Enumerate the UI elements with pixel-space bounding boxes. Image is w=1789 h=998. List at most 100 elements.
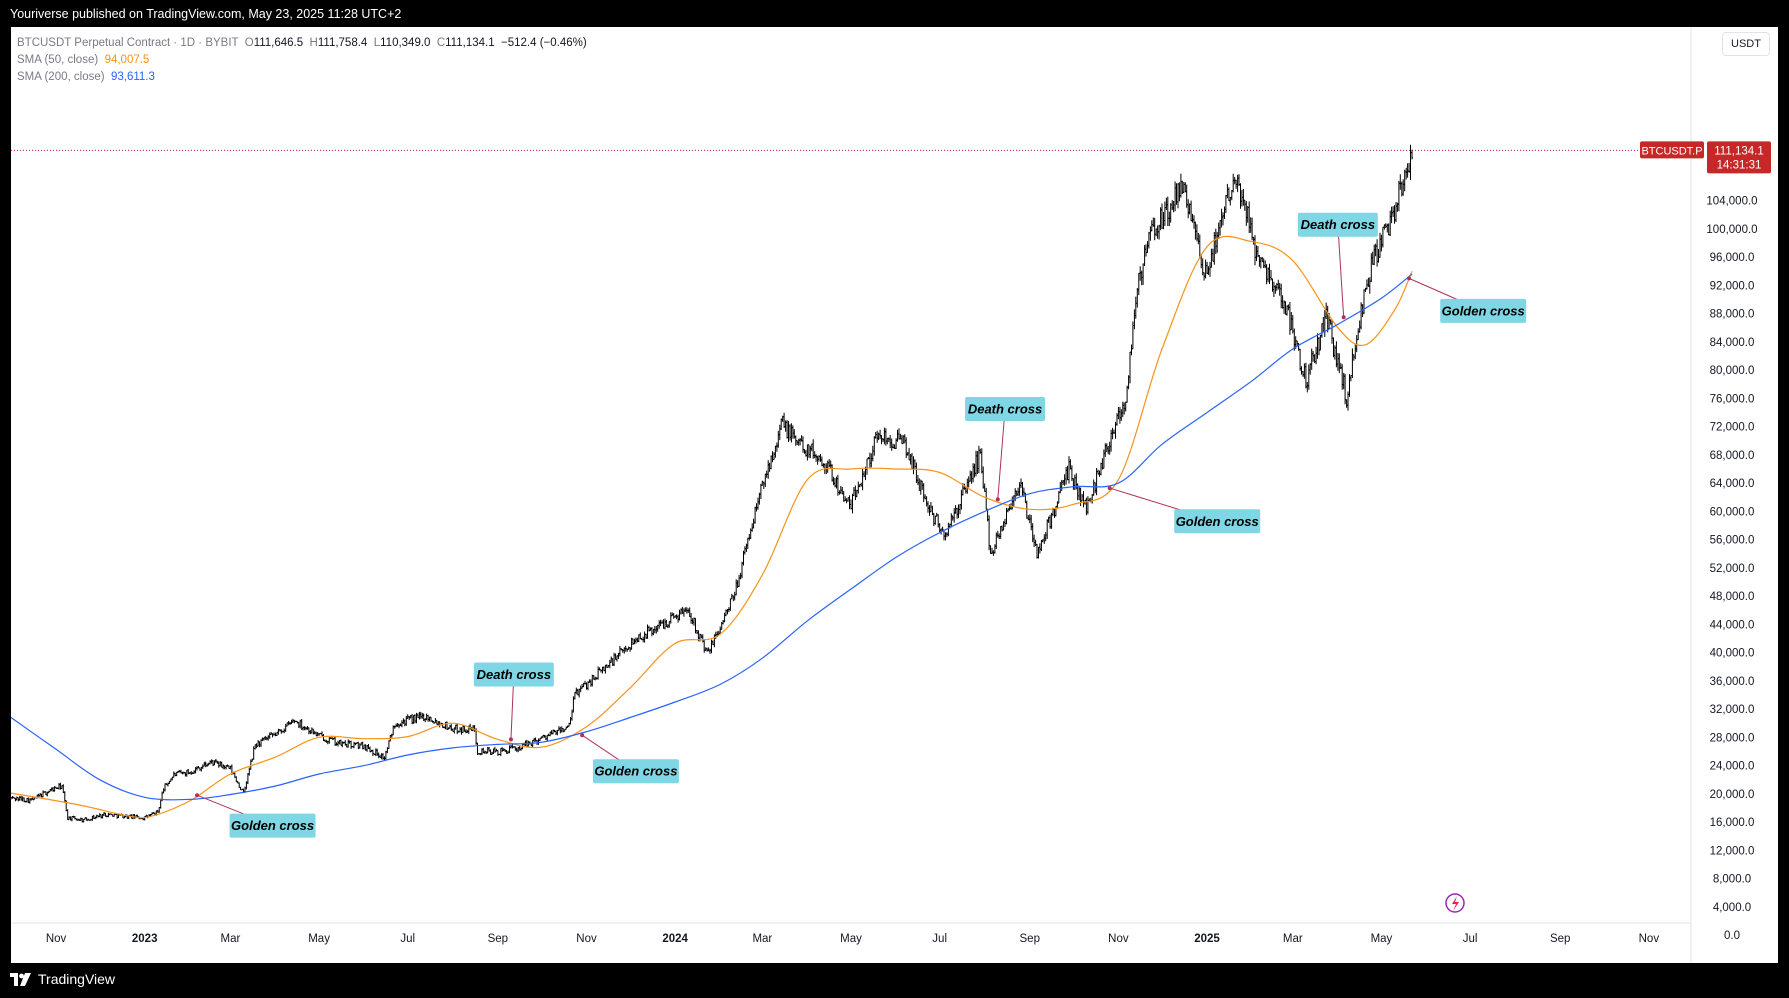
y-tick-label: 80,000.0 bbox=[1710, 365, 1755, 377]
x-tick-label: May bbox=[1371, 933, 1393, 945]
annotation-callout: Golden cross bbox=[195, 793, 316, 838]
y-tick-label: 52,000.0 bbox=[1710, 563, 1755, 575]
legend-sma200-value: 93,611.3 bbox=[110, 71, 155, 83]
legend-change: −512.4 (−0.46%) bbox=[501, 37, 587, 49]
chart-background bbox=[11, 27, 1778, 963]
y-tick-label: 40,000.0 bbox=[1710, 648, 1755, 660]
y-tick-label: 8,000.0 bbox=[1713, 874, 1751, 886]
sma-200-line bbox=[10, 273, 1413, 801]
tradingview-logo[interactable]: TradingView bbox=[10, 971, 115, 987]
x-tick-label: May bbox=[308, 933, 330, 945]
ohlc-bar bbox=[1411, 149, 1413, 160]
annotation-callout: Death cross bbox=[965, 397, 1046, 502]
annotation-dot bbox=[580, 733, 585, 738]
annotation-dot bbox=[1107, 486, 1112, 491]
legend-ohlc-row: BTCUSDT Perpetual Contract · 1D · BYBIT … bbox=[17, 35, 587, 52]
chart-legend: BTCUSDT Perpetual Contract · 1D · BYBIT … bbox=[17, 35, 587, 86]
y-tick-label: 84,000.0 bbox=[1710, 337, 1755, 349]
x-tick-label: Jul bbox=[400, 933, 415, 945]
annotation-box bbox=[1174, 509, 1261, 534]
y-tick-label: 100,000.0 bbox=[1706, 224, 1757, 236]
currency-button[interactable]: USDT bbox=[1722, 32, 1770, 56]
annotation-leader bbox=[1337, 224, 1345, 318]
y-tick-label: 28,000.0 bbox=[1710, 732, 1755, 744]
sma-50-line bbox=[10, 235, 1413, 819]
annotation-dot bbox=[508, 737, 513, 742]
legend-sma200-label: SMA (200, close) bbox=[17, 71, 105, 83]
symbol-tag-label: BTCUSDT.P bbox=[1641, 145, 1702, 157]
time-scale: Nov 2023 Mar May Jul Sep Nov 2024 Mar May Jul Sep No… bbox=[46, 933, 1660, 945]
x-tick-label: Sep bbox=[488, 933, 508, 945]
y-tick-label: 20,000.0 bbox=[1710, 789, 1755, 801]
legend-sma50-label: SMA (50, close) bbox=[17, 54, 99, 66]
x-tick-label: Nov bbox=[1108, 933, 1129, 945]
annotation-leader bbox=[997, 408, 1006, 500]
annotation-dot bbox=[1341, 315, 1346, 320]
annotation-dot bbox=[1407, 276, 1412, 281]
annotation-box bbox=[473, 662, 554, 687]
y-tick-label: 92,000.0 bbox=[1710, 280, 1755, 292]
legend-open-label: O bbox=[244, 37, 254, 49]
y-tick-label: 68,000.0 bbox=[1710, 450, 1755, 462]
x-tick-label: Mar bbox=[1283, 933, 1303, 945]
price-tag: BTCUSDT.P 111,134.1 14:31:31 bbox=[1640, 141, 1771, 174]
y-tick-label: 60,000.0 bbox=[1710, 506, 1755, 518]
annotation-box bbox=[965, 397, 1046, 422]
legend-close: 111,134.1 bbox=[445, 37, 495, 49]
x-tick-label: Nov bbox=[1639, 933, 1660, 945]
annotation-label: Golden cross bbox=[1176, 514, 1259, 529]
x-tick-label: 2023 bbox=[132, 933, 158, 945]
annotation-label: Golden cross bbox=[231, 818, 314, 833]
bar-countdown-label: 14:31:31 bbox=[1717, 159, 1762, 171]
y-tick-label: 32,000.0 bbox=[1710, 704, 1755, 716]
x-tick-label: Sep bbox=[1550, 933, 1570, 945]
annotations: Golden cross Death cross Golden cross Death… bbox=[195, 212, 1527, 838]
legend-sma50-row[interactable]: SMA (50, close) 94,007.5 bbox=[17, 52, 587, 69]
y-tick-label: 64,000.0 bbox=[1710, 478, 1755, 490]
legend-high: 111,758.4 bbox=[317, 37, 368, 49]
y-tick-label: 76,000.0 bbox=[1710, 393, 1755, 405]
price-scale: 0.0 4,000.0 8,000.0 12,000.0 16,000.0 20,000.… bbox=[1706, 196, 1757, 942]
publish-header: Youriverse published on TradingView.com,… bbox=[0, 0, 1789, 27]
y-tick-label: 72,000.0 bbox=[1710, 422, 1755, 434]
x-tick-label: 2024 bbox=[662, 933, 688, 945]
annotation-callout: Death cross bbox=[473, 662, 554, 742]
ohlc-bars bbox=[10, 144, 1413, 823]
annotation-box bbox=[229, 813, 316, 838]
x-tick-label: Jul bbox=[932, 933, 947, 945]
annotation-label: Death cross bbox=[477, 667, 551, 682]
legend-sma200-row[interactable]: SMA (200, close) 93,611.3 bbox=[17, 69, 587, 86]
annotation-label: Death cross bbox=[1301, 217, 1375, 232]
annotation-callout: Golden cross bbox=[1407, 276, 1527, 323]
last-price-tag bbox=[1707, 141, 1771, 174]
symbol-tag bbox=[1640, 141, 1704, 159]
last-price-label: 111,134.1 bbox=[1714, 145, 1763, 157]
x-tick-label: Mar bbox=[221, 933, 241, 945]
tradingview-icon bbox=[10, 972, 31, 986]
annotation-callout: Golden cross bbox=[580, 733, 679, 784]
legend-low: 110,349.0 bbox=[380, 37, 431, 49]
x-tick-label: Sep bbox=[1020, 933, 1040, 945]
annotation-label: Golden cross bbox=[1442, 303, 1525, 318]
x-tick-label: Nov bbox=[46, 933, 67, 945]
y-tick-label: 36,000.0 bbox=[1710, 676, 1755, 688]
annotation-callout: Death cross bbox=[1297, 212, 1378, 320]
x-tick-label: Nov bbox=[576, 933, 597, 945]
price-chart[interactable]: 0.0 4,000.0 8,000.0 12,000.0 16,000.0 20,000.… bbox=[10, 27, 1778, 963]
publish-info: Youriverse published on TradingView.com,… bbox=[10, 7, 402, 21]
legend-sma50-value: 94,007.5 bbox=[104, 54, 150, 66]
y-tick-label: 0.0 bbox=[1724, 930, 1740, 942]
footer-bar: TradingView bbox=[0, 963, 1789, 998]
lightning-icon bbox=[1445, 893, 1465, 913]
x-tick-label: Mar bbox=[752, 933, 772, 945]
y-tick-label: 104,000.0 bbox=[1706, 196, 1757, 208]
annotation-callout: Golden cross bbox=[1107, 486, 1261, 534]
y-tick-label: 96,000.0 bbox=[1710, 252, 1755, 264]
annotation-box bbox=[1297, 212, 1378, 237]
x-tick-label: Jul bbox=[1463, 933, 1478, 945]
tradingview-wordmark: TradingView bbox=[38, 971, 116, 987]
x-tick-label: May bbox=[840, 933, 862, 945]
y-tick-label: 44,000.0 bbox=[1710, 619, 1755, 631]
y-tick-label: 56,000.0 bbox=[1710, 535, 1755, 547]
legend-symbol: BTCUSDT Perpetual Contract · 1D · BYBIT bbox=[17, 37, 239, 49]
